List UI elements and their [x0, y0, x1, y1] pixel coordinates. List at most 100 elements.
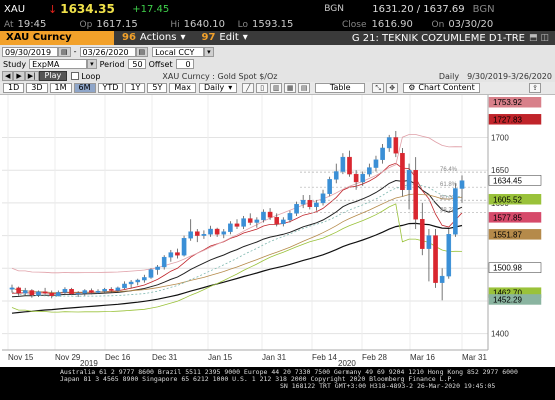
period-select[interactable]: Daily ▾ [198, 83, 238, 93]
candle-body [161, 256, 167, 268]
layout-icon[interactable]: ▤ [298, 83, 311, 93]
end-date-input[interactable]: 03/26/2020 [79, 46, 136, 57]
start-date-picker-icon[interactable]: ▤ [58, 46, 71, 57]
window-controls-icon[interactable]: ⬒◫ [528, 33, 552, 43]
study-select[interactable]: ExpMA [29, 59, 88, 69]
range-button-max[interactable]: Max [169, 83, 196, 93]
candle-body [287, 213, 293, 221]
bar-style-icon[interactable]: ▥ [270, 83, 283, 93]
fib-label: 61.8% [440, 182, 458, 188]
ema-mid-line [11, 179, 463, 298]
candle-body [56, 292, 61, 296]
candle-body [453, 188, 458, 235]
offset-label: Offset [148, 59, 173, 69]
date-range-label: 9/30/2019-3/26/2020 [467, 71, 552, 81]
gear-icon: ⚙ [408, 83, 416, 92]
high-price: 1640.10 [183, 19, 225, 30]
actions-menu[interactable]: 96 Actions ▾ [114, 31, 193, 45]
pan-icon[interactable]: ✥ [386, 83, 399, 93]
candle-body [29, 290, 35, 296]
chart-content-button[interactable]: ⚙ Chart Content [403, 83, 480, 93]
candle-body [327, 179, 332, 194]
page-title: G 21: TEKNIK COZUMLEME D1-TRE [351, 32, 525, 44]
price-label-text: 1634.45 [493, 176, 522, 185]
candle-style-icon[interactable]: ▯ [256, 83, 269, 93]
end-icon[interactable]: ▶| [24, 71, 39, 81]
x-tick-label: Jan 31 [262, 353, 287, 362]
x-tick-label: Feb 14 [312, 353, 337, 362]
candle-body [347, 156, 352, 175]
candle-body [115, 287, 121, 291]
export-icon[interactable]: ⇪ [529, 83, 541, 93]
bid-ask-source: BGN [472, 3, 495, 15]
x-tick-label: Feb 28 [362, 353, 387, 362]
range-button-1y[interactable]: 1Y [125, 83, 146, 93]
candle-body [228, 223, 233, 232]
end-date-picker-icon[interactable]: ▤ [135, 46, 149, 57]
period-input[interactable]: 50 [127, 59, 146, 69]
candle-body [459, 180, 465, 189]
line-style-icon[interactable]: ╱ [242, 83, 255, 93]
x-tick-label: Nov 15 [8, 353, 34, 362]
candle-body [373, 159, 379, 168]
candle-body [254, 219, 260, 223]
candle-body [234, 223, 240, 227]
step-back-icon[interactable]: ◀ [2, 71, 14, 81]
candle-body [42, 291, 48, 294]
range-button-5y[interactable]: 5Y [147, 83, 168, 93]
candle-body [294, 203, 299, 214]
start-date-input[interactable]: 09/30/2019 [2, 46, 58, 57]
security-tag[interactable]: XAU Curncy [0, 31, 114, 45]
actions-menu-number: 96 [122, 32, 136, 43]
candle-body [201, 234, 207, 236]
candle-body [188, 231, 193, 239]
loop-checkbox[interactable]: Loop [71, 72, 100, 81]
price-change: +17.45 [132, 3, 170, 15]
candle-body [367, 167, 372, 175]
range-button-1d[interactable]: 1D [3, 83, 25, 93]
bid-ask: 1631.20 / 1637.69 [372, 3, 465, 15]
quote-row-1: XAU ↓ 1634.35 +17.45 BGN 1631.20 / 1637.… [0, 0, 555, 18]
play-button[interactable]: Play [38, 71, 68, 81]
price-label-text: 1577.85 [493, 213, 522, 222]
on-label: On [431, 19, 445, 30]
study-dropdown-icon[interactable]: ▾ [87, 59, 97, 69]
study-label: Study [3, 59, 27, 69]
candle-body [400, 152, 405, 191]
grid-icon[interactable]: ▦ [284, 83, 297, 93]
offset-input[interactable]: 0 [175, 59, 194, 69]
edit-menu-label: Edit [219, 32, 239, 43]
zoom-icon[interactable]: ⤡ [372, 83, 385, 93]
range-button-3d[interactable]: 3D [26, 83, 48, 93]
footer-line-1: Australia 61 2 9777 8600 Brazil 5511 239… [60, 368, 518, 376]
price-label-text: 1753.92 [493, 98, 522, 107]
candle-body [333, 171, 339, 180]
x-tick-label: Nov 29 [55, 353, 81, 362]
table-button[interactable]: Table [315, 83, 366, 93]
candle-body [247, 218, 253, 223]
upper-band-line [11, 134, 463, 274]
period-label: Period [99, 59, 125, 69]
currency-dropdown-icon[interactable]: ▾ [204, 46, 214, 57]
date-separator: - [73, 47, 77, 56]
step-forward-icon[interactable]: ▶ [13, 71, 25, 81]
actions-menu-label: Actions [139, 32, 177, 43]
candle-body [314, 202, 319, 208]
candle-body [148, 269, 154, 278]
candle-body [261, 211, 266, 221]
range-button-6m[interactable]: 6M [73, 83, 96, 93]
range-button-ytd[interactable]: YTD [97, 83, 124, 93]
candle-body [89, 290, 94, 293]
menu-bar: XAU Curncy 96 Actions ▾ 97 Edit ▾ G 21: … [0, 31, 555, 45]
candle-body [82, 290, 88, 294]
edit-menu[interactable]: 97 Edit ▾ [193, 31, 255, 45]
currency-select[interactable]: Local CCY [152, 46, 205, 57]
x-year-label: 2019 [80, 359, 98, 367]
x-tick-label: Dec 31 [152, 353, 178, 362]
x-year-label: 2020 [338, 359, 356, 367]
fib-label: 76.4% [440, 167, 458, 173]
candle-body [69, 288, 74, 294]
range-button-1m[interactable]: 1M [49, 83, 72, 93]
